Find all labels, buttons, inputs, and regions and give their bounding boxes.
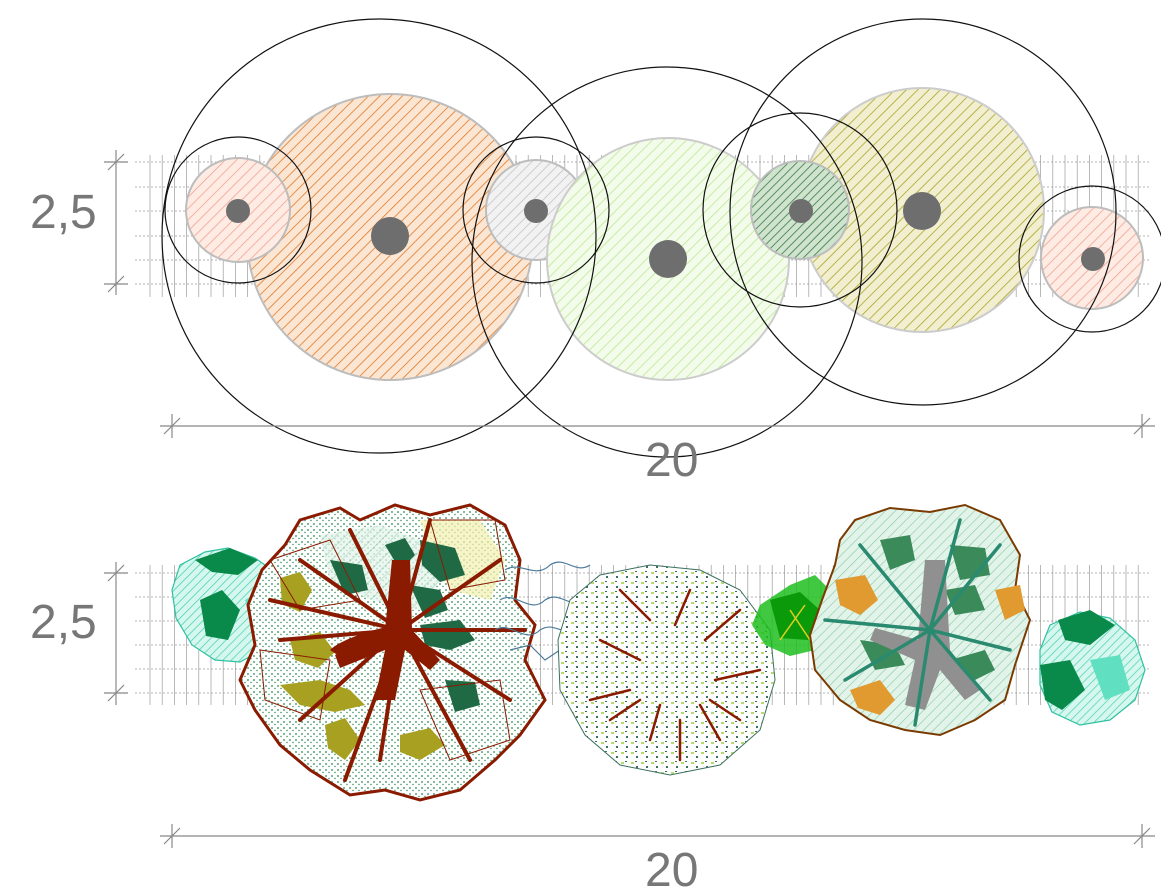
height-dimension <box>104 150 128 295</box>
spread-ring-1 <box>161 18 597 454</box>
width-dimension <box>160 414 1155 438</box>
spread-ring-6 <box>729 18 1117 406</box>
height-label: 2,5 <box>30 596 97 649</box>
width-label: 20 <box>645 434 698 487</box>
width-dimension <box>160 824 1155 848</box>
tree-aqua-right <box>1039 610 1146 726</box>
spread-ring-5 <box>702 112 898 308</box>
tree-mint-right <box>808 503 1032 737</box>
trunk-marker <box>789 199 813 223</box>
height-label: 2,5 <box>30 186 97 239</box>
trunk-marker <box>371 217 409 255</box>
trunk-marker <box>524 199 548 223</box>
width-label: 20 <box>645 844 698 891</box>
trunk-marker <box>226 199 250 223</box>
bottom-view: 2,5 20 <box>30 503 1155 891</box>
tree-red-large <box>238 503 547 802</box>
top-view: 2,5 20 <box>30 18 1161 487</box>
spread-ring-7 <box>1018 185 1161 333</box>
spread-ring-2 <box>164 136 312 284</box>
spread-ring-4 <box>471 66 863 458</box>
trunk-marker <box>649 240 687 278</box>
tree-speckled <box>557 564 776 776</box>
trunk-marker <box>1081 247 1105 271</box>
height-dimension <box>104 562 128 705</box>
trunk-marker <box>903 192 941 230</box>
spread-ring-3 <box>462 136 610 284</box>
